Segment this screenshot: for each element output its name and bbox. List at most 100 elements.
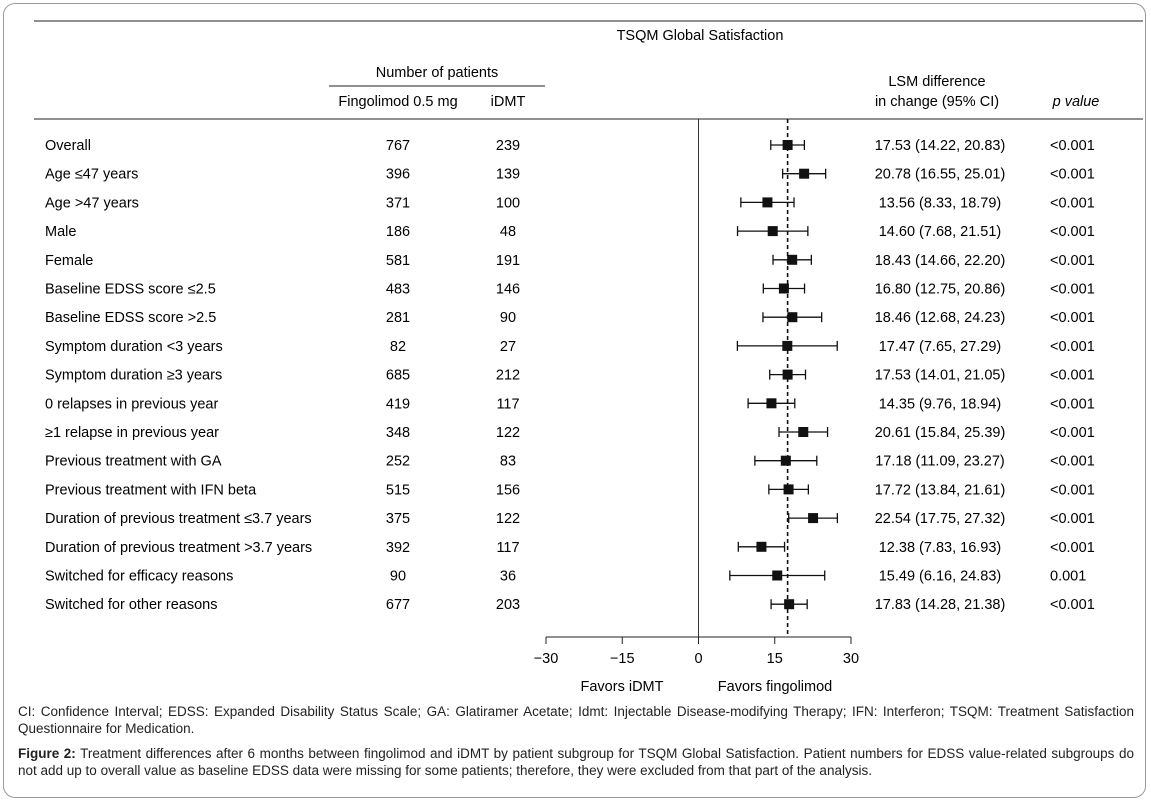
point-estimate bbox=[780, 455, 791, 466]
forest-row: Symptom duration ≥3 years 685 212 17.53 (14… bbox=[45, 368, 1095, 384]
row-n-idmt: 212 bbox=[496, 368, 520, 384]
row-label: Female bbox=[45, 253, 93, 269]
point-estimate bbox=[767, 226, 778, 237]
row-ci-text: 18.43 (14.66, 22.20) bbox=[875, 253, 1006, 269]
row-n-fingolimod: 348 bbox=[386, 425, 410, 441]
row-ci-text: 22.54 (17.75, 27.32) bbox=[875, 511, 1006, 527]
row-label: Symptom duration <3 years bbox=[45, 339, 223, 355]
row-p-value: 0.001 bbox=[1050, 569, 1086, 585]
point-estimate bbox=[782, 140, 793, 150]
point-estimate bbox=[782, 340, 793, 351]
row-p-value: <0.001 bbox=[1050, 253, 1095, 269]
forest-row: Duration of previous treatment ≤3.7 year… bbox=[45, 511, 1095, 527]
row-n-fingolimod: 419 bbox=[386, 396, 410, 412]
point-estimate bbox=[808, 513, 819, 524]
forest-row: Previous treatment with IFN beta 515 156 17… bbox=[45, 482, 1095, 498]
figure-caption-label: Figure 2: bbox=[18, 746, 76, 761]
row-n-idmt: 117 bbox=[496, 540, 519, 556]
forest-row: Symptom duration <3 years 82 27 17.47 (7.65… bbox=[45, 339, 1095, 355]
forest-row: Switched for efficacy reasons 90 36 15.49 (… bbox=[45, 569, 1086, 585]
row-label: Duration of previous treatment >3.7 year… bbox=[45, 540, 312, 556]
row-label: Baseline EDSS score >2.5 bbox=[45, 310, 216, 326]
row-n-idmt: 203 bbox=[496, 597, 520, 613]
point-estimate bbox=[778, 283, 789, 294]
abbreviation-footnote: CI: Confidence Interval; EDSS: Expanded … bbox=[18, 704, 1134, 736]
row-n-idmt: 83 bbox=[500, 454, 516, 470]
x-tick-label: 30 bbox=[843, 651, 859, 667]
row-ci-text: 17.53 (14.22, 20.83) bbox=[875, 138, 1006, 154]
forest-plot: TSQM Global Satisfaction Number of patie… bbox=[34, 20, 1143, 695]
row-p-value: <0.001 bbox=[1050, 138, 1095, 154]
row-ci-text: 14.60 (7.68, 21.51) bbox=[879, 224, 1002, 240]
forest-row: Baseline EDSS score ≤2.5 483 146 16.80 (12.… bbox=[45, 282, 1095, 298]
row-n-fingolimod: 82 bbox=[390, 339, 406, 355]
point-estimate bbox=[762, 197, 773, 208]
favors-right-label: Favors fingolimod bbox=[718, 679, 832, 695]
row-p-value: <0.001 bbox=[1050, 339, 1095, 355]
row-n-idmt: 117 bbox=[496, 396, 519, 412]
row-n-fingolimod: 581 bbox=[386, 253, 410, 269]
row-n-fingolimod: 90 bbox=[390, 569, 406, 585]
row-n-idmt: 90 bbox=[500, 310, 516, 326]
row-ci-text: 17.18 (11.09, 23.27) bbox=[875, 454, 1005, 470]
row-ci-text: 17.47 (7.65, 27.29) bbox=[879, 339, 1002, 355]
row-label: Switched for other reasons bbox=[45, 597, 217, 613]
column-header-idmt: iDMT bbox=[491, 94, 526, 110]
row-n-idmt: 48 bbox=[500, 224, 516, 240]
column-header-fingolimod: Fingolimod 0.5 mg bbox=[338, 94, 457, 110]
row-ci-text: 20.78 (16.55, 25.01) bbox=[875, 167, 1006, 183]
row-label: Switched for efficacy reasons bbox=[45, 569, 233, 585]
row-p-value: <0.001 bbox=[1050, 482, 1095, 498]
row-n-idmt: 146 bbox=[496, 282, 520, 298]
row-label: Age >47 years bbox=[45, 195, 139, 211]
row-label: 0 relapses in previous year bbox=[45, 396, 218, 412]
x-tick-label: 0 bbox=[694, 651, 702, 667]
x-tick-label: −15 bbox=[610, 651, 635, 667]
forest-row: ≥1 relapse in previous year 348 122 20.61 (… bbox=[45, 425, 1095, 441]
forest-row: Baseline EDSS score >2.5 281 90 18.46 (12.6… bbox=[45, 310, 1095, 326]
row-ci-text: 18.46 (12.68, 24.23) bbox=[875, 310, 1006, 326]
row-label: Age ≤47 years bbox=[45, 167, 138, 183]
row-n-fingolimod: 685 bbox=[386, 368, 410, 384]
x-tick-label: 15 bbox=[767, 651, 783, 667]
forest-row: Previous treatment with GA 252 83 17.18 (11… bbox=[45, 454, 1095, 470]
column-header-p: p value bbox=[1052, 94, 1100, 110]
row-n-idmt: 122 bbox=[496, 425, 520, 441]
forest-row: Overall 767 239 17.53 (14.22, 20.83) <0.001 bbox=[45, 138, 1095, 154]
column-header-lsm-1: LSM difference bbox=[888, 74, 985, 90]
row-n-idmt: 122 bbox=[496, 511, 520, 527]
row-label: ≥1 relapse in previous year bbox=[45, 425, 219, 441]
row-ci-text: 17.72 (13.84, 21.61) bbox=[875, 482, 1006, 498]
x-tick-label: −30 bbox=[534, 651, 559, 667]
row-ci-text: 17.53 (14.01, 21.05) bbox=[875, 368, 1006, 384]
point-estimate bbox=[787, 254, 798, 265]
row-label: Baseline EDSS score ≤2.5 bbox=[45, 282, 216, 298]
forest-row: Duration of previous treatment >3.7 year… bbox=[45, 540, 1095, 556]
point-estimate bbox=[787, 312, 798, 323]
point-estimate bbox=[756, 541, 767, 552]
figure-frame bbox=[3, 3, 1146, 798]
forest-row: Female 581 191 18.43 (14.66, 22.20) <0.001 bbox=[45, 253, 1095, 269]
row-n-idmt: 27 bbox=[500, 339, 516, 355]
row-ci-text: 13.56 (8.33, 18.79) bbox=[879, 195, 1002, 211]
forest-row: Male 186 48 14.60 (7.68, 21.51) <0.001 bbox=[45, 224, 1095, 240]
row-p-value: <0.001 bbox=[1050, 454, 1095, 470]
row-label: Previous treatment with IFN beta bbox=[45, 482, 257, 498]
row-ci-text: 15.49 (6.16, 24.83) bbox=[879, 569, 1002, 585]
point-estimate bbox=[782, 369, 793, 380]
row-n-fingolimod: 371 bbox=[386, 195, 410, 211]
column-header-lsm-2: in change (95% CI) bbox=[875, 94, 999, 110]
row-label: Previous treatment with GA bbox=[45, 454, 222, 470]
forest-row: Switched for other reasons 677 203 17.83 (1… bbox=[45, 597, 1095, 613]
row-p-value: <0.001 bbox=[1050, 540, 1095, 556]
row-n-idmt: 156 bbox=[496, 482, 520, 498]
row-n-fingolimod: 515 bbox=[386, 482, 410, 498]
row-n-fingolimod: 281 bbox=[386, 310, 410, 326]
row-n-idmt: 100 bbox=[496, 195, 520, 211]
row-p-value: <0.001 bbox=[1050, 224, 1095, 240]
row-n-idmt: 191 bbox=[496, 253, 520, 269]
figure-caption-text: Treatment differences after 6 months bet… bbox=[18, 746, 1134, 778]
point-estimate bbox=[783, 484, 794, 495]
favors-left-label: Favors iDMT bbox=[581, 679, 664, 695]
point-estimate bbox=[772, 570, 783, 581]
